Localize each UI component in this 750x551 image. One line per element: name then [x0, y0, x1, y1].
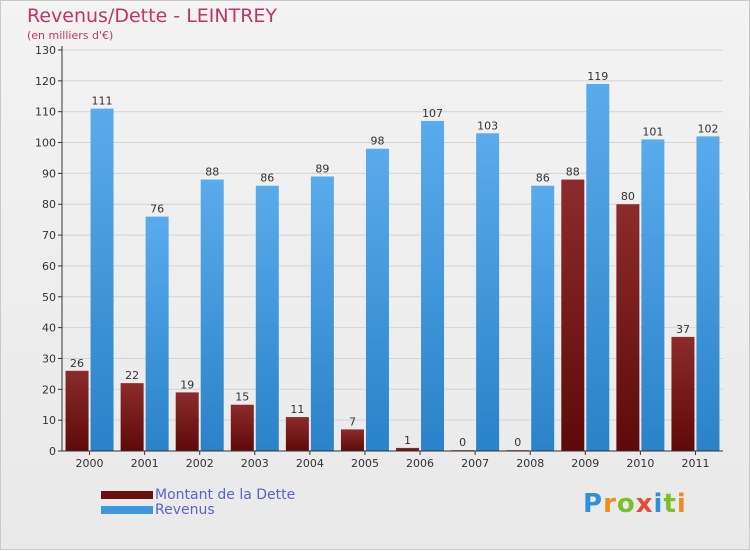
y-tick-label: 30	[42, 352, 56, 365]
data-label-revenue: 119	[587, 70, 608, 83]
grid-lines	[62, 49, 723, 452]
data-label-revenue: 86	[536, 172, 550, 185]
legend-swatch-revenue	[101, 506, 153, 514]
y-tick-label: 120	[35, 75, 56, 88]
bar-revenue	[90, 108, 114, 451]
x-tick-label: 2005	[351, 457, 379, 470]
bar-revenue	[421, 120, 445, 451]
legend-swatch-debt	[101, 491, 153, 499]
data-label-debt: 1	[404, 434, 411, 447]
y-tick-label: 80	[42, 198, 56, 211]
x-tick-label: 2006	[406, 457, 434, 470]
x-tick-label: 2007	[461, 457, 489, 470]
bar-revenue	[310, 176, 334, 451]
x-tick-label: 2011	[681, 457, 709, 470]
data-label-revenue: 86	[260, 172, 274, 185]
y-tick-label: 90	[42, 167, 56, 180]
data-label-revenue: 111	[92, 95, 113, 108]
data-label-revenue: 88	[205, 166, 219, 179]
chart-title: Revenus/Dette - LEINTREY	[27, 5, 278, 27]
bar-revenue	[255, 185, 279, 451]
bar-debt	[671, 336, 695, 451]
data-label-debt: 80	[621, 190, 635, 203]
legend-label-revenue: Revenus	[155, 502, 215, 518]
y-tick-label: 40	[42, 322, 56, 335]
legend-label-debt: Montant de la Dette	[155, 487, 296, 503]
y-tick-label: 130	[35, 44, 56, 57]
data-label-debt: 26	[70, 357, 84, 370]
bar-debt	[230, 404, 254, 451]
data-labels: 26 111 22 76 19 88 15 86 11 89 7 98 1 107 0 103 0 86 88 119…	[70, 70, 718, 449]
data-label-revenue: 102	[697, 122, 718, 135]
bar-debt	[561, 179, 585, 452]
y-tick-label: 10	[42, 414, 56, 427]
x-tick-label: 2001	[131, 457, 159, 470]
axes	[61, 46, 723, 452]
data-label-debt: 11	[290, 403, 304, 416]
data-label-debt: 88	[566, 166, 580, 179]
bar-revenue	[696, 136, 720, 451]
data-label-debt: 37	[676, 323, 690, 336]
bar-revenue	[200, 179, 224, 452]
data-label-debt: 15	[235, 391, 249, 404]
x-axis-ticks: 2000 2001 2002 2003 2004 2005 2006 2007 2008 2009…	[76, 451, 709, 470]
y-tick-label: 20	[42, 383, 56, 396]
data-label-debt: 19	[180, 378, 194, 391]
y-axis-ticks: 0 10 20 30 40 50 60 70 80 90 100 110 120 130	[35, 44, 62, 458]
y-tick-label: 50	[42, 291, 56, 304]
bar-revenue	[365, 148, 389, 451]
x-tick-label: 2010	[626, 457, 654, 470]
data-label-debt: 22	[125, 369, 139, 382]
x-tick-label: 2000	[76, 457, 104, 470]
bar-debt	[285, 417, 309, 451]
bar-revenue	[531, 185, 555, 451]
y-tick-label: 70	[42, 229, 56, 242]
bar-revenue	[641, 139, 665, 451]
data-label-debt: 7	[349, 415, 356, 428]
y-tick-label: 60	[42, 260, 56, 273]
proxiti-logo[interactable]: Proxiti	[583, 489, 687, 519]
bar-debt	[65, 370, 89, 451]
bar-revenue	[586, 83, 610, 451]
x-tick-label: 2004	[296, 457, 324, 470]
data-label-revenue: 89	[315, 162, 329, 175]
x-tick-label: 2002	[186, 457, 214, 470]
bar-debt	[616, 204, 640, 451]
bar-debt	[396, 447, 420, 451]
x-tick-label: 2009	[571, 457, 599, 470]
data-label-debt: 0	[459, 436, 466, 449]
y-tick-label: 100	[35, 137, 56, 150]
y-tick-label: 110	[35, 106, 56, 119]
data-label-revenue: 101	[642, 125, 663, 138]
data-label-revenue: 76	[150, 203, 164, 216]
x-tick-label: 2003	[241, 457, 269, 470]
bar-revenue	[476, 133, 500, 452]
data-label-revenue: 107	[422, 107, 443, 120]
data-label-revenue: 103	[477, 119, 498, 132]
y-tick-label: 0	[49, 445, 56, 458]
x-tick-label: 2008	[516, 457, 544, 470]
data-label-revenue: 98	[370, 135, 384, 148]
bar-debt	[340, 429, 364, 451]
chart-subtitle: (en milliers d'€)	[27, 29, 114, 42]
bar-debt	[175, 392, 199, 451]
bars	[65, 83, 720, 452]
bar-debt	[120, 383, 144, 451]
bar-revenue	[145, 216, 169, 451]
data-label-debt: 0	[514, 436, 521, 449]
